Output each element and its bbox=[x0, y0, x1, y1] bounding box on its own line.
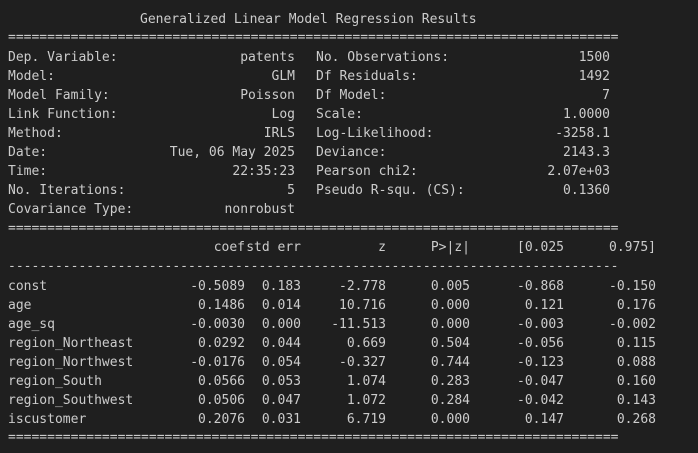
summary-right-value: 1492 bbox=[470, 67, 610, 86]
results-title: Generalized Linear Model Regression Resu… bbox=[140, 10, 477, 29]
coef-table-row-name: iscustomer bbox=[8, 410, 86, 429]
coef-table-cell: 0.283 bbox=[390, 372, 470, 391]
separator-single: ----------------------------------------… bbox=[8, 257, 658, 276]
separator-double-top: ========================================… bbox=[8, 28, 658, 47]
coef-table-cell: -2.778 bbox=[306, 277, 386, 296]
coef-table-cell: 0.504 bbox=[390, 334, 470, 353]
summary-right-label: Log-Likelihood: bbox=[316, 124, 433, 143]
coef-table-row-name: const bbox=[8, 277, 47, 296]
coef-table-cell: -0.042 bbox=[484, 391, 564, 410]
coef-table-cell: 0.744 bbox=[390, 353, 470, 372]
coef-table-row-name: age bbox=[8, 296, 31, 315]
summary-right-value: -3258.1 bbox=[470, 124, 610, 143]
coef-table-header-cell: std err bbox=[221, 238, 301, 257]
coef-table-cell: 0.047 bbox=[221, 391, 301, 410]
coef-table-cell: 0.115 bbox=[576, 334, 656, 353]
coef-table-header-cell: [0.025 bbox=[484, 238, 564, 257]
summary-left-value: 5 bbox=[140, 181, 295, 200]
coef-table-cell: -0.003 bbox=[484, 315, 564, 334]
coef-table-row-name: region_Southwest bbox=[8, 391, 133, 410]
coef-table-row-name: region_South bbox=[8, 372, 102, 391]
summary-left-value: patents bbox=[140, 48, 295, 67]
summary-right-label: Df Model: bbox=[316, 86, 386, 105]
coef-table-cell: 0.121 bbox=[484, 296, 564, 315]
summary-left-label: No. Iterations: bbox=[8, 181, 125, 200]
summary-left-label: Model Family: bbox=[8, 86, 110, 105]
coef-table-cell: -0.123 bbox=[484, 353, 564, 372]
summary-right-value: 1.0000 bbox=[470, 105, 610, 124]
coef-table-cell: 0.160 bbox=[576, 372, 656, 391]
coef-table-cell: -0.056 bbox=[484, 334, 564, 353]
summary-left-value: GLM bbox=[140, 67, 295, 86]
summary-left-value: 22:35:23 bbox=[140, 162, 295, 181]
summary-left-label: Method: bbox=[8, 124, 63, 143]
coef-table-cell: -0.047 bbox=[484, 372, 564, 391]
summary-left-label: Date: bbox=[8, 143, 47, 162]
summary-right-label: Pearson chi2: bbox=[316, 162, 418, 181]
coef-table-cell: 0.031 bbox=[221, 410, 301, 429]
summary-left-value: Tue, 06 May 2025 bbox=[140, 143, 295, 162]
separator-double-bottom: ========================================… bbox=[8, 428, 658, 447]
coef-table-cell: -11.513 bbox=[306, 315, 386, 334]
coef-table-cell: 0.044 bbox=[221, 334, 301, 353]
summary-left-value: Poisson bbox=[140, 86, 295, 105]
coef-table-cell: 0.088 bbox=[576, 353, 656, 372]
coef-table-cell: 0.669 bbox=[306, 334, 386, 353]
coef-table-header-cell: P>|z| bbox=[390, 238, 470, 257]
coef-table-cell: 0.000 bbox=[221, 315, 301, 334]
summary-right-value: 0.1360 bbox=[470, 181, 610, 200]
summary-left-label: Covariance Type: bbox=[8, 200, 133, 219]
coef-table-cell: -0.002 bbox=[576, 315, 656, 334]
coef-table-cell: 0.053 bbox=[221, 372, 301, 391]
summary-right-value: 1500 bbox=[470, 48, 610, 67]
coef-table-cell: 0.147 bbox=[484, 410, 564, 429]
coef-table-row-name: region_Northwest bbox=[8, 353, 133, 372]
coef-table-cell: 0.000 bbox=[390, 315, 470, 334]
summary-right-value: 2143.3 bbox=[470, 143, 610, 162]
coef-table-cell: 0.014 bbox=[221, 296, 301, 315]
summary-right-label: Scale: bbox=[316, 105, 363, 124]
coef-table-header-cell: 0.975] bbox=[576, 238, 656, 257]
coef-table-cell: 10.716 bbox=[306, 296, 386, 315]
summary-right-label: Pseudo R-squ. (CS): bbox=[316, 181, 465, 200]
summary-right-value: 2.07e+03 bbox=[470, 162, 610, 181]
coef-table-row-name: region_Northeast bbox=[8, 334, 133, 353]
summary-left-value: nonrobust bbox=[140, 200, 295, 219]
summary-left-label: Link Function: bbox=[8, 105, 118, 124]
coef-table-cell: -0.150 bbox=[576, 277, 656, 296]
separator-double-mid: ========================================… bbox=[8, 219, 658, 238]
summary-right-label: Df Residuals: bbox=[316, 67, 418, 86]
coef-table-cell: -0.327 bbox=[306, 353, 386, 372]
coef-table-cell: 1.074 bbox=[306, 372, 386, 391]
summary-left-value: IRLS bbox=[140, 124, 295, 143]
coef-table-header-cell: z bbox=[306, 238, 386, 257]
coef-table-cell: 0.183 bbox=[221, 277, 301, 296]
coef-table-cell: 0.000 bbox=[390, 410, 470, 429]
summary-left-label: Model: bbox=[8, 67, 55, 86]
coef-table-cell: 0.143 bbox=[576, 391, 656, 410]
summary-right-label: Deviance: bbox=[316, 143, 386, 162]
coef-table-cell: 0.176 bbox=[576, 296, 656, 315]
summary-left-label: Dep. Variable: bbox=[8, 48, 118, 67]
summary-right-label: No. Observations: bbox=[316, 48, 449, 67]
coef-table-cell: 1.072 bbox=[306, 391, 386, 410]
coef-table-cell: 0.284 bbox=[390, 391, 470, 410]
coef-table-cell: 0.054 bbox=[221, 353, 301, 372]
summary-left-value: Log bbox=[140, 105, 295, 124]
coef-table-cell: 0.268 bbox=[576, 410, 656, 429]
coef-table-cell: -0.868 bbox=[484, 277, 564, 296]
summary-left-label: Time: bbox=[8, 162, 47, 181]
coef-table-cell: 6.719 bbox=[306, 410, 386, 429]
coef-table-cell: 0.000 bbox=[390, 296, 470, 315]
summary-right-value: 7 bbox=[470, 86, 610, 105]
coef-table-cell: 0.005 bbox=[390, 277, 470, 296]
coef-table-row-name: age_sq bbox=[8, 315, 55, 334]
